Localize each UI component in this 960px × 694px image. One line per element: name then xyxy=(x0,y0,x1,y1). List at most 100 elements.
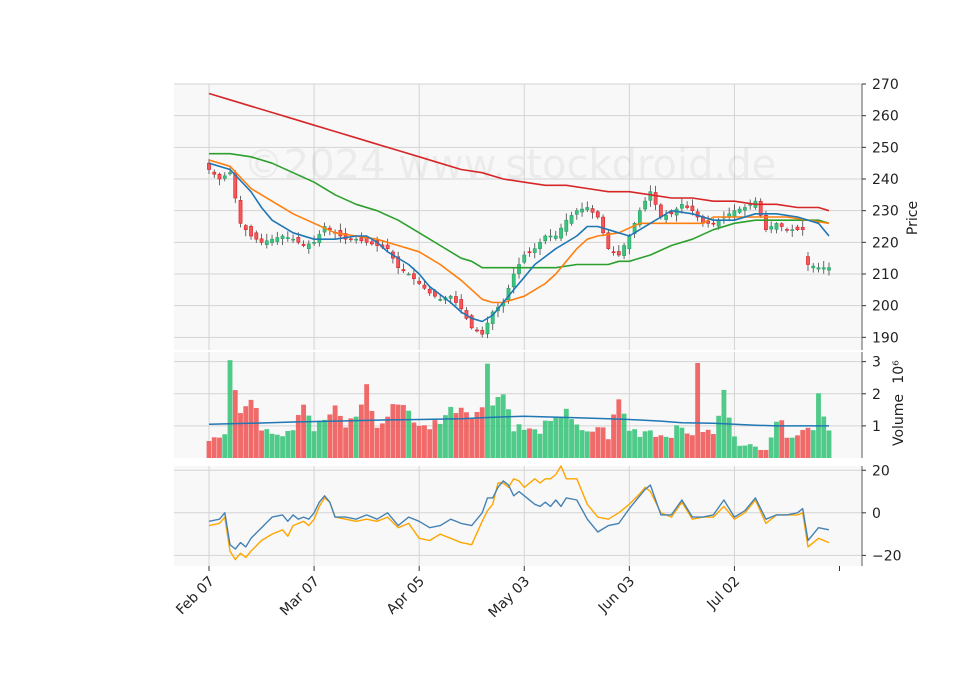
volume-ma-line xyxy=(208,415,829,427)
volume-bar-up xyxy=(490,405,496,458)
price-tick-label: 200 xyxy=(872,299,899,315)
candle-body-up xyxy=(548,235,553,238)
volume-bar-down xyxy=(327,414,333,458)
volume-bar-up xyxy=(642,431,648,458)
volume-bar-up xyxy=(810,430,816,458)
candle-body-down xyxy=(385,244,390,249)
candle-body-up xyxy=(769,226,774,230)
candlestick xyxy=(800,220,805,236)
candlestick xyxy=(490,310,495,331)
volume-bar-up xyxy=(311,431,317,458)
volume-bar-down xyxy=(301,404,306,458)
candle-body-down xyxy=(348,238,353,241)
volume-bar-down xyxy=(422,425,427,458)
candle-body-up xyxy=(312,242,316,244)
x-tick-label: May 03 xyxy=(486,574,534,622)
candle-body-up xyxy=(827,267,831,271)
volume-bar-down xyxy=(800,429,806,458)
macd-tick-label: 20 xyxy=(872,463,890,479)
macd-tick-label: −20 xyxy=(872,548,902,564)
candle-body-up xyxy=(280,235,285,239)
price-tick-label: 240 xyxy=(872,172,899,188)
candle-body-down xyxy=(779,223,784,227)
price-axis-label: Price xyxy=(905,201,921,235)
candle-body-down xyxy=(606,232,611,249)
candlestick xyxy=(270,234,274,246)
volume-bar-up xyxy=(548,420,553,458)
candle-body-down xyxy=(396,256,401,268)
candlestick xyxy=(238,195,243,228)
candle-body-down xyxy=(527,251,532,254)
volume-bar-down xyxy=(689,435,695,458)
candlestick xyxy=(543,234,548,245)
volume-bar-up xyxy=(584,431,590,458)
volume-bar-down xyxy=(616,399,622,458)
volume-bar-down xyxy=(453,413,459,458)
candle-body-down xyxy=(370,241,374,245)
candle-body-up xyxy=(585,207,590,211)
candle-body-up xyxy=(553,235,558,239)
volume-bar-up xyxy=(306,415,312,458)
volume-bar-down xyxy=(390,404,396,458)
ma-long-line xyxy=(209,152,830,269)
candlestick xyxy=(264,233,269,249)
candle-body-up xyxy=(517,264,521,274)
candle-body-down xyxy=(800,226,805,230)
volume-bar-up xyxy=(574,424,580,458)
candle-body-up xyxy=(285,237,290,239)
candlestick xyxy=(275,231,280,245)
x-tick-label: Jun 03 xyxy=(595,574,638,617)
volume-bar-down xyxy=(668,437,674,458)
candle-body-up xyxy=(275,237,280,242)
volume-bar-down xyxy=(385,416,391,458)
candlestick xyxy=(606,229,611,251)
x-tick-label: Feb 07 xyxy=(173,574,218,619)
candlestick xyxy=(779,222,784,232)
candle-body-up xyxy=(511,273,516,288)
candlestick xyxy=(406,272,411,276)
candle-body-down xyxy=(254,232,259,240)
volume-bar-down xyxy=(805,427,811,458)
volume-bar-down xyxy=(243,406,249,458)
candle-body-down xyxy=(806,256,810,265)
candlestick xyxy=(532,243,537,259)
volume-bar-down xyxy=(343,427,349,458)
volume-bar-up xyxy=(316,420,322,458)
volume-bar-down xyxy=(479,407,485,458)
candle-body-up xyxy=(680,204,684,209)
volume-bar-up xyxy=(674,425,680,458)
candlestick xyxy=(217,172,222,186)
candlestick xyxy=(664,210,668,225)
candle-body-down xyxy=(207,162,211,170)
candlestick xyxy=(480,326,485,338)
candle-body-down xyxy=(685,205,690,208)
volume-bar-up xyxy=(222,434,228,458)
volume-bar-up xyxy=(753,446,758,458)
volume-bar-down xyxy=(217,437,222,458)
candlestick xyxy=(595,210,600,220)
candle-body-up xyxy=(438,299,443,301)
candle-body-down xyxy=(595,211,600,218)
candle-body-down xyxy=(422,284,427,289)
volume-bar-down xyxy=(474,411,480,458)
volume-bar-up xyxy=(264,429,270,458)
price-tick-label: 220 xyxy=(872,235,899,251)
volume-tick-label: 1 xyxy=(872,419,881,435)
macd-panel xyxy=(174,466,862,566)
volume-bar-down xyxy=(348,418,354,458)
candle-body-up xyxy=(790,229,795,231)
candle-body-up xyxy=(485,322,490,335)
candlestick xyxy=(422,280,427,290)
candlestick xyxy=(574,208,579,220)
volume-axis-label: Volume xyxy=(891,394,907,446)
volume-bar-down xyxy=(605,439,611,458)
candle-body-up xyxy=(816,267,821,270)
volume-bar-down xyxy=(206,440,212,458)
volume-bar-up xyxy=(495,397,501,458)
volume-bar-up xyxy=(626,430,632,458)
volume-bar-up xyxy=(227,360,233,458)
candle-body-up xyxy=(264,240,269,245)
candle-body-down xyxy=(301,243,306,246)
candle-body-down xyxy=(259,238,264,243)
